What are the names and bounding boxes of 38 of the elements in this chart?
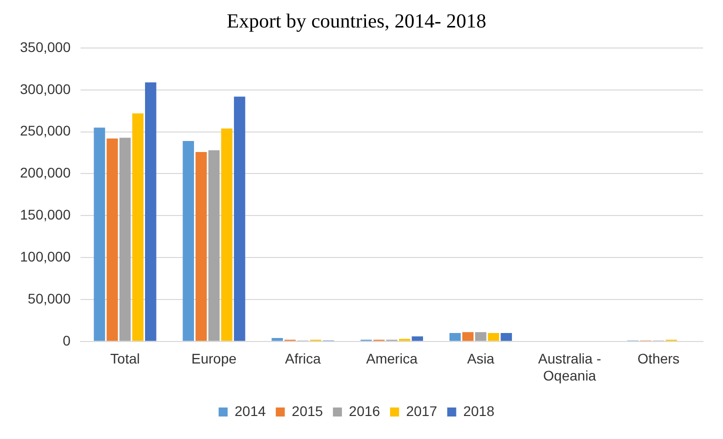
bar (475, 332, 486, 341)
legend-label: 2015 (292, 402, 324, 419)
y-tick-label: 350,000 (20, 38, 71, 55)
x-tick-label: Europe (191, 350, 237, 367)
bar (208, 150, 220, 341)
x-tick-label: Africa (284, 350, 321, 367)
legend-label: 2016 (348, 402, 380, 419)
x-tick-label: Others (638, 350, 680, 367)
bar (132, 113, 144, 341)
bar (500, 333, 512, 341)
y-tick-label: 150,000 (20, 206, 71, 223)
x-tick-label: Asia (467, 350, 495, 367)
x-tick-label: America (366, 350, 418, 367)
bar (272, 338, 283, 341)
y-tick-label: 200,000 (20, 164, 71, 181)
legend-label: 2017 (406, 402, 438, 419)
legend-label: 2018 (463, 402, 495, 419)
bar (106, 138, 118, 341)
x-tick-label: Total (110, 350, 140, 367)
bar (462, 332, 474, 341)
bar (94, 128, 106, 341)
bar (412, 336, 424, 341)
y-tick-label: 50,000 (28, 290, 71, 306)
bar (182, 141, 194, 341)
bar (221, 128, 232, 341)
x-tick-label: Australia - Oqeania (538, 350, 602, 384)
bar (119, 138, 131, 341)
y-tick-label: 100,000 (20, 248, 71, 264)
bar (488, 333, 500, 341)
bar (145, 82, 156, 341)
bar (196, 152, 207, 341)
bar (234, 96, 246, 341)
y-tick-label: 0 (62, 332, 71, 348)
chart-title: Export by countries, 2014- 2018 (226, 10, 486, 32)
legend-label: 2014 (234, 402, 266, 419)
bar (449, 333, 461, 341)
y-tick-label: 250,000 (20, 122, 71, 139)
y-tick-label: 300,000 (20, 80, 71, 97)
